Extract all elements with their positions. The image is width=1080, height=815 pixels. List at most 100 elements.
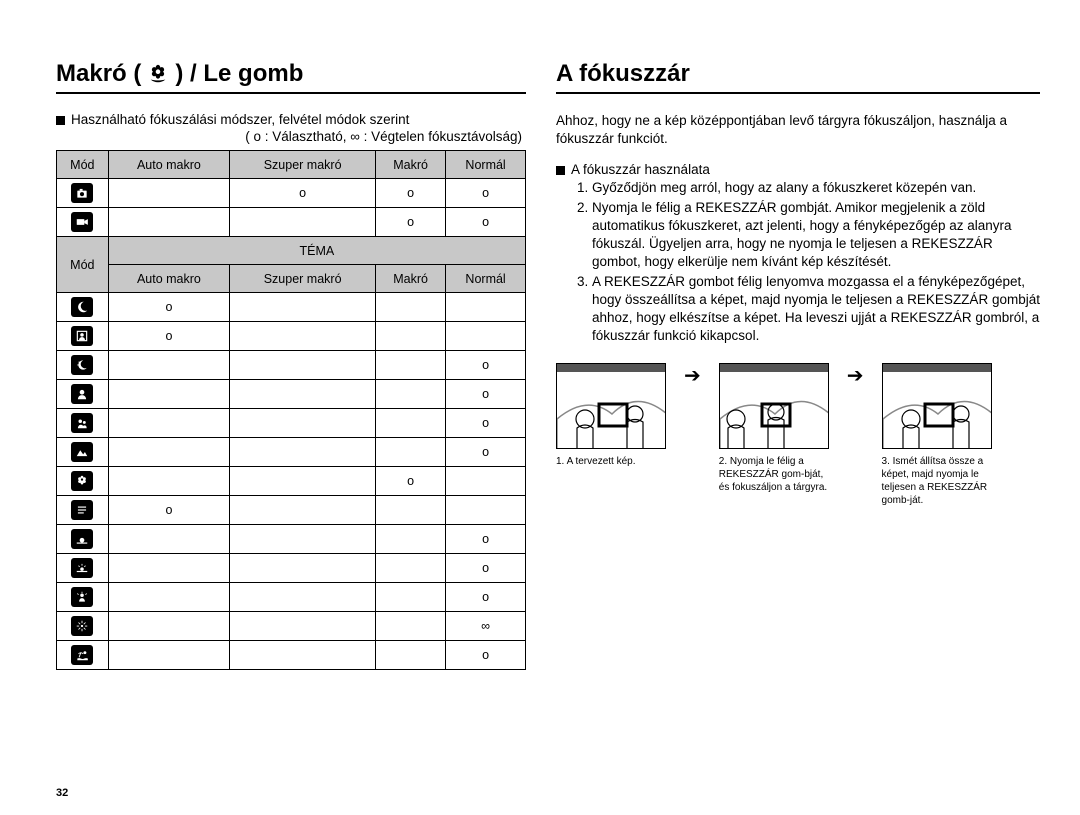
thumb-3: 3. Ismét állítsa össze a képet, majd nyo… [882,363,992,507]
bullet-text: Használható fókuszálási módszer, felvéte… [71,112,409,127]
table-cell [230,438,376,467]
beach-icon [71,645,93,665]
mode-icon-cell [57,525,109,554]
table-cell [108,208,229,237]
mode-icon-cell [57,380,109,409]
table-header-row: MódAuto makroSzuper makróMakróNormál [57,151,526,179]
table-row: o [57,641,526,670]
tema-header: TÉMA [108,237,525,265]
table-row: ∞ [57,612,526,641]
table-row: o [57,496,526,525]
heading-text-pre: Makró ( [56,60,141,88]
closeup-icon [71,471,93,491]
table-cell [230,409,376,438]
table-cell [230,322,376,351]
portrait-frame-icon [71,326,93,346]
table-cell [376,351,446,380]
table-cell: o [446,179,526,208]
tema-row: Mód TÉMA [57,237,526,265]
table-cell [230,583,376,612]
table-cell: o [230,179,376,208]
step-item: Győződjön meg arról, hogy az alany a fók… [592,179,1040,197]
mode-icon-cell [57,583,109,612]
flower-icon [147,63,169,85]
heading-text-post: ) / Le gomb [175,60,303,88]
table-cell [376,525,446,554]
table-cell: o [446,380,526,409]
table-header: Szuper makró [230,151,376,179]
mode-icon-cell [57,351,109,380]
dawn-icon [71,558,93,578]
table-cell: o [108,293,229,322]
table-cell [376,322,446,351]
mode-icon-cell [57,554,109,583]
landscape-icon [71,442,93,462]
page-number: 32 [56,787,68,799]
firework-icon [71,616,93,636]
text-icon [71,500,93,520]
table-row: o [57,380,526,409]
thumb-image-2 [719,363,829,449]
mode-icon-cell [57,409,109,438]
step-item: A REKESZZÁR gombot félig lenyomva mozgas… [592,273,1040,346]
table-cell [108,351,229,380]
table-header: Makró [376,151,446,179]
backlight-icon [71,587,93,607]
mode-icon-cell [57,612,109,641]
table-cell: o [446,583,526,612]
table-row: o [57,438,526,467]
table-header: Normál [446,151,526,179]
thumb-image-1 [556,363,666,449]
mode-icon-cell [57,208,109,237]
table-header: Auto makro [108,265,229,293]
table-cell: o [446,438,526,467]
mode-icon-cell [57,322,109,351]
steps-list: Győződjön meg arról, hogy az alany a fók… [556,179,1040,345]
sub-bullet-line: A fókuszzár használata [556,162,1040,177]
night-icon [71,297,93,317]
right-heading: A fókuszzár [556,60,1040,94]
intro-text: Ahhoz, hogy ne a kép középpontjában levő… [556,112,1040,148]
table-cell [446,322,526,351]
table-row: o [57,293,526,322]
right-column: A fókuszzár Ahhoz, hogy ne a kép középpo… [556,60,1040,670]
table-header: Auto makro [108,151,229,179]
mod-header: Mód [57,237,109,293]
mode-icon-cell [57,496,109,525]
arrow-icon: ➔ [684,363,701,388]
thumb-caption-1: 1. A tervezett kép. [556,455,666,468]
mode-icon-cell [57,641,109,670]
table-cell [230,554,376,583]
table-cell [230,293,376,322]
table-cell [376,554,446,583]
mode-icon-cell [57,293,109,322]
table-row: o [57,525,526,554]
table-cell [376,409,446,438]
table-cell [230,641,376,670]
focus-mode-table: MódAuto makroSzuper makróMakróNormál ooo… [56,150,526,670]
square-bullet-icon [556,166,565,175]
sub-bullet-text: A fókuszzár használata [571,162,710,177]
night2-icon [71,355,93,375]
arrow-icon: ➔ [847,363,864,388]
sunset-icon [71,529,93,549]
table-cell [230,208,376,237]
thumbnail-row: 1. A tervezett kép. ➔ 2. Nyomja le félig [556,363,1040,507]
table-row: o [57,467,526,496]
table-cell [108,438,229,467]
table-row: ooo [57,179,526,208]
table-cell: o [108,322,229,351]
thumb-caption-3: 3. Ismét állítsa össze a képet, majd nyo… [882,455,992,507]
table-cell [230,467,376,496]
table-row: o [57,583,526,612]
mode-icon-cell [57,438,109,467]
table-cell: o [376,467,446,496]
table-cell: o [446,208,526,237]
manual-page: Makró ( ) / Le gomb Használható fókuszál… [0,0,1080,690]
table-cell: o [446,351,526,380]
table-row: o [57,351,526,380]
table-cell [108,554,229,583]
step-item: Nyomja le félig a REKESZZÁR gombját. Ami… [592,199,1040,272]
table-cell [376,293,446,322]
table-cell [108,467,229,496]
